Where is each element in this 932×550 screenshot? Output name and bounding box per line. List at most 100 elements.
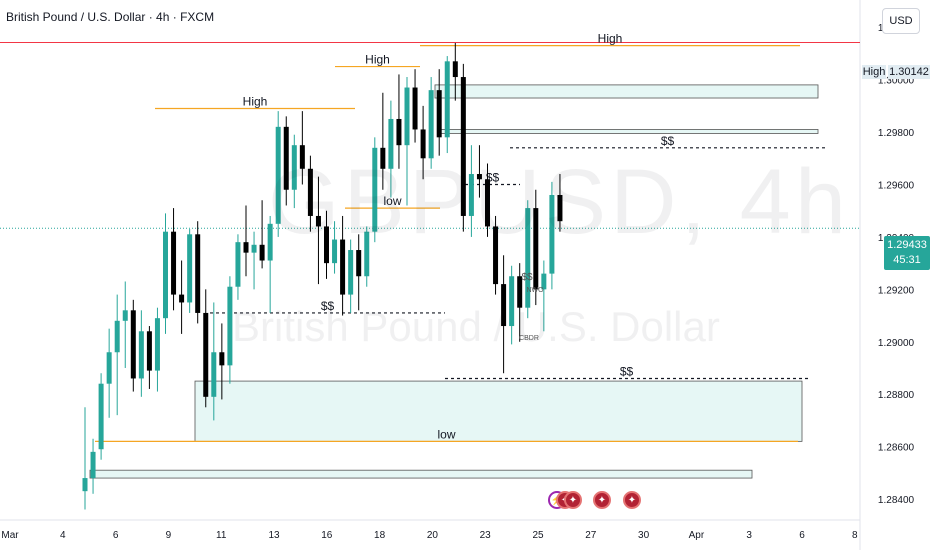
bar-countdown: 45:31 [893,254,921,266]
level-label: High [598,32,623,46]
y-tick-label: 1.28800 [878,390,915,401]
x-tick-label: 20 [427,530,439,541]
candle-body [146,331,152,371]
candle-body [179,294,185,303]
candle-body [485,179,490,227]
current-price-tag: 1.29433 45:31 [884,236,930,270]
candle-body [154,318,160,371]
y-tick-label: 1.28600 [878,443,915,454]
candle-body [324,226,329,264]
candle-body [203,312,209,397]
candle-body [412,87,418,130]
watermark-name: British Pound / U.S. Dollar [232,303,720,350]
y-tick-label: 1.29200 [878,285,915,296]
x-tick-label: 4 [60,530,66,541]
supply-demand-zone [437,129,819,134]
level-label: low [437,427,455,441]
session-label: NWO [526,287,544,294]
candle-body [307,168,313,216]
candle-body [114,320,120,353]
current-price-value: 1.29433 [887,239,927,251]
candle-body [130,310,136,379]
candle-body [195,234,201,313]
candle-body [396,118,402,146]
candle-body [501,284,507,327]
high-level-tag: High [862,65,886,79]
x-tick-label: 3 [746,530,752,541]
candle-body [380,147,386,169]
watermark-symbol: GBPUSD, 4h [268,151,850,253]
candle-body [348,250,354,295]
x-tick-label: 9 [166,530,172,541]
candle-body [493,226,499,285]
candle-body [291,145,297,190]
x-tick-label: 6 [799,530,805,541]
y-tick-label: 1.28400 [878,495,915,506]
x-tick-label: 8 [852,530,858,541]
candle-body [171,231,177,295]
candle-body [283,126,289,190]
y-tick-label: 1.30000 [878,76,915,87]
session-label: CBDR [519,335,539,342]
us-flag-icon[interactable]: ✦ [623,491,641,509]
x-tick-label: Mar [1,530,19,541]
candle-body [557,194,563,222]
candle-body [98,383,104,450]
x-tick-label: Apr [689,530,705,541]
candle-body [90,451,96,479]
x-tick-label: 18 [374,530,386,541]
level-label: High [243,94,268,108]
candle-body [340,239,346,295]
candle-body [388,118,394,169]
candle-body [332,239,338,264]
x-tick-label: 13 [268,530,280,541]
candle-body [219,352,225,366]
candle-body [460,77,466,216]
candle-body [444,61,450,138]
currency-button[interactable]: USD [882,8,920,34]
candle-body [227,286,233,366]
candle-body [525,208,531,308]
candle-body [211,352,217,397]
level-label: $$ [661,134,675,148]
candle-body [468,174,474,216]
candle-body [122,310,128,321]
chart-title: British Pound / U.S. Dollar · 4h · FXCM [6,10,215,24]
candle-body [106,352,112,384]
candle-body [549,194,555,274]
candle-body [138,331,144,379]
candle-body [428,90,434,159]
level-label: High [365,53,390,67]
us-flag-icon[interactable]: ✦ [593,491,611,509]
session-label: $$ [521,272,533,283]
candle-body [163,231,168,319]
x-tick-label: 27 [585,530,597,541]
candle-body [436,90,442,138]
high-level-price: 1.30142 [888,65,930,79]
candle-body [420,129,426,159]
candle-body [275,126,281,224]
x-tick-label: 23 [480,530,492,541]
level-label: low [383,194,401,208]
candle-body [251,244,257,253]
candle-body [259,244,265,261]
level-label: $$ [321,299,335,313]
candle-body [476,174,482,180]
candle-body [267,223,273,261]
y-tick-label: 1.29800 [878,128,915,139]
candle-body [372,147,378,232]
y-tick-label: 1.29000 [878,338,915,349]
candle-body [299,145,305,169]
candle-body [356,250,362,277]
supply-demand-zone [434,84,819,99]
y-tick-label: 1.29600 [878,181,915,192]
candle-body [82,478,88,492]
candle-body [315,215,321,227]
supply-demand-zone [194,380,803,442]
x-tick-label: 6 [113,530,119,541]
us-flag-icon[interactable]: ✦ [564,491,582,509]
x-tick-label: 25 [532,530,544,541]
candle-body [517,276,523,308]
candle-body [187,234,193,303]
